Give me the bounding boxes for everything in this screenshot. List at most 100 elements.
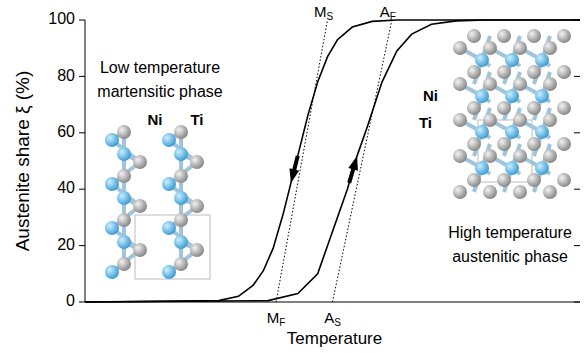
- chart: 020406080100Austenite share ξ (%)Tempera…: [0, 0, 585, 353]
- atom: [513, 185, 527, 199]
- atom: [105, 265, 119, 279]
- atom: [513, 113, 527, 127]
- atom-label: Ni: [423, 87, 438, 104]
- atom: [497, 65, 511, 79]
- y-tick: [79, 245, 85, 246]
- atom: [527, 137, 541, 151]
- y-tick-right: [574, 189, 580, 190]
- atom: [453, 185, 467, 199]
- atom: [117, 191, 131, 205]
- phase-title: High temperature: [448, 224, 572, 241]
- atom: [483, 77, 497, 91]
- y-tick: [79, 189, 85, 190]
- annotation-text: M: [267, 309, 280, 326]
- atom: [162, 221, 176, 235]
- phase-title: austenitic phase: [452, 248, 568, 265]
- atom: [190, 155, 204, 169]
- y-tick: [79, 20, 85, 21]
- atom: [174, 147, 188, 161]
- direction-arrowhead: [348, 156, 358, 171]
- y-tick-right: [574, 245, 580, 246]
- y-tick: [79, 76, 85, 77]
- phase-title: martensitic phase: [97, 83, 222, 100]
- atom: [475, 161, 489, 175]
- atom: [467, 137, 481, 151]
- atom: [557, 137, 571, 151]
- y-tick-label: 0: [66, 292, 75, 309]
- atom: [174, 191, 188, 205]
- atom: [467, 101, 481, 115]
- annotation-text: M: [314, 3, 327, 20]
- atom: [453, 149, 467, 163]
- atom: [505, 53, 519, 67]
- atom: [483, 185, 497, 199]
- annotation-text: A: [324, 309, 334, 326]
- atom: [453, 113, 467, 127]
- annotation: MS: [314, 3, 334, 22]
- y-tick-right: [574, 76, 580, 77]
- y-tick: [79, 132, 85, 133]
- annotation-subscript: F: [390, 11, 396, 22]
- atom: [467, 65, 481, 79]
- atom: [190, 199, 204, 213]
- atom: [117, 125, 131, 139]
- atom-label: Ni: [148, 111, 163, 128]
- annotation-subscript: S: [334, 317, 341, 328]
- atom: [527, 29, 541, 43]
- atom: [162, 177, 176, 191]
- x-axis-title: Temperature: [287, 329, 382, 348]
- atom: [535, 89, 549, 103]
- atom: [105, 177, 119, 191]
- atom: [133, 243, 147, 257]
- annotation: MF: [267, 309, 286, 328]
- atom: [513, 77, 527, 91]
- atom: [453, 41, 467, 55]
- atom: [453, 77, 467, 91]
- atom: [527, 101, 541, 115]
- atom: [174, 235, 188, 249]
- atom: [483, 149, 497, 163]
- atom: [117, 213, 131, 227]
- atom: [117, 235, 131, 249]
- atom: [543, 113, 557, 127]
- annotation: AF: [380, 3, 396, 22]
- tangent-line: [333, 20, 392, 302]
- atom: [505, 161, 519, 175]
- atom: [543, 77, 557, 91]
- atom: [174, 169, 188, 183]
- atom: [505, 125, 519, 139]
- atom: [497, 137, 511, 151]
- curves: [85, 20, 580, 302]
- atom: [527, 65, 541, 79]
- annotation-text: A: [380, 3, 390, 20]
- atom: [527, 173, 541, 187]
- atom: [475, 89, 489, 103]
- atom: [535, 53, 549, 67]
- atom: [174, 213, 188, 227]
- atom: [105, 133, 119, 147]
- atom: [483, 113, 497, 127]
- y-axis: [85, 20, 86, 302]
- atom: [467, 29, 481, 43]
- atom-label: Ti: [190, 111, 203, 128]
- atom: [190, 243, 204, 257]
- atom: [557, 101, 571, 115]
- atom: [475, 125, 489, 139]
- atom: [133, 155, 147, 169]
- atom: [543, 41, 557, 55]
- y-tick-label: 40: [57, 179, 75, 196]
- atom: [117, 169, 131, 183]
- atom: [535, 161, 549, 175]
- atom: [133, 199, 147, 213]
- direction-arrowhead: [289, 168, 299, 183]
- annotation: AS: [324, 309, 341, 328]
- curve: [85, 20, 580, 302]
- y-tick-label: 80: [57, 67, 75, 84]
- atom: [557, 29, 571, 43]
- tangent-line: [276, 20, 327, 302]
- y-tick-right: [574, 302, 580, 303]
- atom: [483, 41, 497, 55]
- atom: [497, 173, 511, 187]
- phase-title: Low temperature: [100, 59, 220, 76]
- y-tick-label: 20: [57, 236, 75, 253]
